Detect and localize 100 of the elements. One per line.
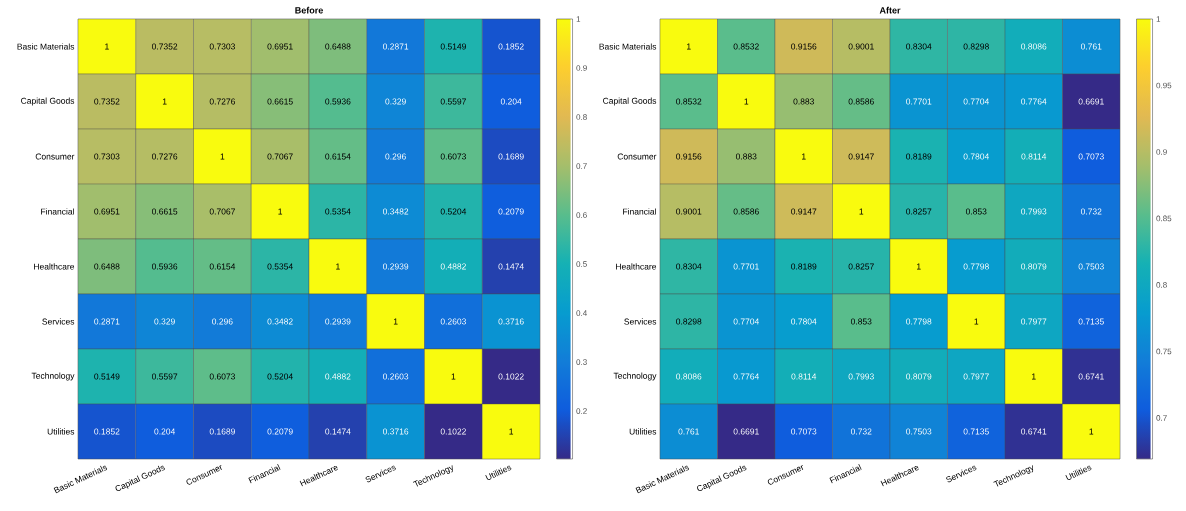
data-label: 0.8304: [676, 263, 702, 270]
data-label: 0.9147: [791, 208, 817, 215]
data-label: 0.7804: [963, 153, 989, 160]
data-label: 0.8114: [1021, 153, 1047, 160]
data-label: 0.732: [850, 428, 872, 435]
data-label: 0.8532: [733, 43, 759, 50]
data-label: 0.5597: [151, 373, 178, 380]
data-label: 0.7764: [1021, 98, 1047, 105]
data-label: 0.6691: [733, 428, 759, 435]
data-label: 0.329: [154, 318, 175, 325]
color-bar-label: 0.75: [1156, 348, 1172, 355]
data-label: 0.9001: [848, 43, 874, 50]
chart-title: After: [879, 6, 901, 14]
data-label: 1: [1089, 428, 1094, 435]
data-label: 0.7503: [1078, 263, 1104, 270]
data-label: 0.9147: [848, 153, 874, 160]
data-label: 0.4882: [325, 373, 351, 380]
y-tick-label: Basic Materials: [17, 43, 75, 50]
data-label: 0.7135: [963, 428, 989, 435]
data-label: 0.3482: [382, 208, 409, 215]
data-label: 0.5936: [151, 263, 178, 270]
data-label: 0.7073: [791, 428, 817, 435]
data-label: 0.6741: [1021, 428, 1047, 435]
data-label: 0.6488: [325, 43, 351, 50]
x-tick-label: Utilities: [485, 465, 512, 480]
data-label: 0.7352: [94, 98, 120, 105]
color-bar-label: 0.4: [576, 310, 587, 316]
data-label: 0.853: [850, 318, 872, 325]
y-tick-label: Healthcare: [616, 263, 657, 270]
data-label: 0.1852: [498, 43, 524, 50]
data-label: 0.1474: [498, 263, 524, 270]
color-bar-label: 0.7: [576, 163, 587, 169]
data-label: 0.5354: [325, 208, 351, 215]
data-label: 0.883: [793, 98, 815, 105]
data-label: 0.6073: [209, 373, 236, 380]
data-label: 0.3716: [498, 318, 524, 325]
data-label: 1: [744, 98, 749, 105]
data-label: 0.7977: [1021, 318, 1047, 325]
data-label: 0.8079: [906, 373, 932, 380]
data-label: 0.1852: [94, 428, 120, 435]
y-tick-label: Consumer: [35, 153, 75, 160]
data-label: 0.204: [500, 98, 522, 105]
data-label: 0.7977: [963, 373, 989, 380]
y-tick-label: Financial: [623, 208, 656, 215]
data-label: 0.6073: [440, 153, 467, 160]
data-label: 0.5354: [267, 263, 293, 270]
data-label: 0.7704: [733, 318, 760, 325]
data-label: 0.8079: [1021, 263, 1047, 270]
data-label: 0.2939: [325, 318, 351, 325]
data-label: 0.7135: [1078, 318, 1104, 325]
color-bar-label: 1: [1156, 16, 1161, 22]
data-label: 1: [451, 373, 456, 380]
data-label: 0.7701: [733, 263, 759, 270]
data-label: 0.6154: [209, 263, 236, 270]
data-label: 0.8304: [906, 43, 932, 50]
y-tick-label: Capital Goods: [21, 97, 75, 106]
data-label: 0.7804: [791, 318, 817, 325]
data-label: 0.2603: [382, 373, 409, 380]
data-label: 1: [802, 153, 806, 160]
data-label: 0.8257: [906, 208, 932, 215]
data-label: 0.6615: [151, 208, 178, 215]
data-label: 0.2603: [440, 318, 467, 325]
data-label: 0.9001: [676, 208, 702, 215]
data-label: 0.7067: [209, 208, 235, 215]
y-tick-label: Capital Goods: [603, 97, 657, 106]
data-label: 0.296: [385, 153, 406, 160]
data-label: 0.3482: [267, 318, 293, 325]
data-label: 0.5204: [267, 373, 293, 380]
y-tick-label: Utilities: [47, 428, 75, 435]
color-bar-label: 0.5: [576, 261, 587, 267]
data-label: 0.8189: [791, 263, 817, 270]
data-label: 0.8298: [676, 318, 702, 325]
color-bar-label: 0.3: [576, 359, 587, 365]
color-bar-label: 0.95: [1156, 82, 1172, 89]
data-label: 0.7701: [906, 98, 932, 105]
color-bar-label: 0.6: [576, 212, 587, 218]
y-tick-label: Financial: [41, 208, 74, 215]
data-label: 0.8189: [906, 153, 932, 160]
color-bar-label: 0.9: [576, 65, 587, 71]
data-label: 1: [336, 263, 340, 270]
data-label: 0.2079: [267, 428, 293, 435]
data-label: 0.1689: [498, 153, 524, 160]
data-label: 0.5204: [440, 208, 467, 215]
data-label: 1: [105, 43, 109, 50]
data-label: 0.1474: [325, 428, 351, 435]
data-label: 0.7276: [151, 153, 178, 160]
chart-title: Before: [295, 6, 323, 14]
color-bar-label: 0.85: [1156, 215, 1172, 222]
y-tick-label: Technology: [613, 372, 657, 381]
data-label: 1: [509, 428, 514, 435]
data-label: 0.7704: [963, 98, 989, 105]
y-tick-label: Healthcare: [34, 263, 75, 270]
data-label: 0.7798: [906, 318, 932, 325]
data-label: 0.7764: [733, 373, 760, 380]
data-label: 0.9156: [791, 43, 817, 50]
data-label: 0.5597: [440, 98, 466, 105]
data-label: 0.883: [735, 153, 757, 160]
data-label: 0.7276: [209, 98, 236, 105]
data-label: 0.5149: [440, 43, 466, 50]
data-label: 0.204: [154, 428, 176, 435]
